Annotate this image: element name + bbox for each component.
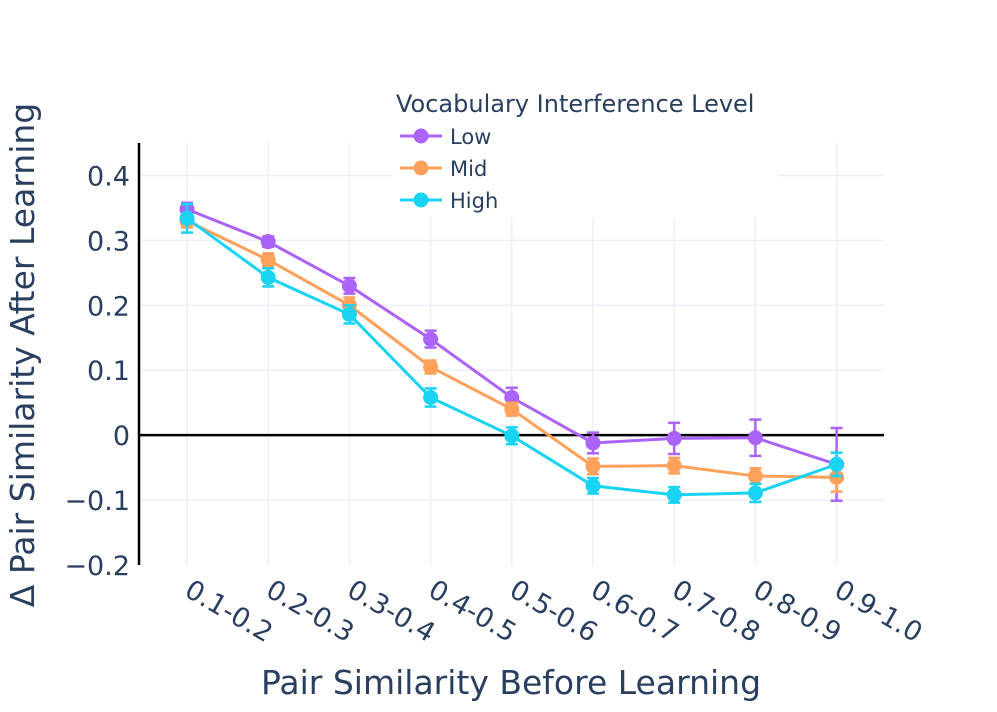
legend: Vocabulary Interference Level Low Mid High	[393, 90, 778, 218]
legend-swatch-marker	[413, 128, 429, 144]
y-tick-label: −0.2	[64, 551, 130, 582]
legend-title: Vocabulary Interference Level	[396, 90, 754, 118]
data-point	[260, 269, 276, 285]
data-point	[585, 435, 601, 451]
data-point	[504, 401, 520, 417]
data-point	[585, 478, 601, 494]
y-tick-label: 0.4	[87, 161, 130, 192]
data-point	[504, 389, 520, 405]
data-point	[423, 331, 439, 347]
data-point	[747, 468, 763, 484]
legend-background	[393, 120, 778, 218]
y-axis-title: Δ Pair Similarity After Learning	[3, 103, 42, 607]
legend-swatch-marker	[413, 192, 429, 208]
x-tick-label: 0.7-0.8	[667, 574, 765, 649]
y-tick-label: 0	[113, 421, 130, 452]
x-tick-label: 0.3-0.4	[342, 574, 440, 649]
data-point	[747, 485, 763, 501]
data-point	[423, 359, 439, 375]
data-point	[666, 430, 682, 446]
y-tick-label: 0.1	[87, 356, 130, 387]
y-axis: −0.2 −0.1 0 0.1 0.2 0.3 0.4	[64, 143, 141, 582]
data-point	[829, 469, 845, 485]
data-point	[260, 234, 276, 250]
legend-item-mid: Mid	[400, 157, 487, 181]
x-axis: 0.1-0.20.2-0.30.3-0.40.4-0.50.5-0.60.6-0…	[180, 574, 928, 649]
series-high	[179, 202, 845, 504]
data-point	[341, 306, 357, 322]
data-point	[504, 428, 520, 444]
data-point	[260, 252, 276, 268]
data-point	[829, 456, 845, 472]
legend-label: Low	[450, 125, 491, 149]
data-point	[747, 430, 763, 446]
series-layer	[179, 201, 845, 504]
legend-label: Mid	[450, 157, 487, 181]
x-tick-label: 0.4-0.5	[423, 574, 521, 649]
data-point	[423, 389, 439, 405]
x-tick-label: 0.9-1.0	[829, 574, 927, 649]
data-point	[585, 458, 601, 474]
x-tick-label: 0.2-0.3	[261, 574, 359, 649]
data-point	[341, 278, 357, 294]
legend-item-low: Low	[400, 125, 491, 149]
legend-swatch-marker	[413, 160, 429, 176]
y-tick-label: 0.2	[87, 291, 130, 322]
legend-label: High	[450, 189, 498, 213]
legend-item-high: High	[400, 189, 498, 213]
x-tick-label: 0.8-0.9	[748, 574, 846, 649]
y-tick-label: 0.3	[87, 226, 130, 257]
data-point	[179, 210, 195, 226]
x-tick-label: 0.1-0.2	[180, 574, 278, 649]
data-point	[666, 458, 682, 474]
data-point	[666, 487, 682, 503]
x-axis-title: Pair Similarity Before Learning	[261, 663, 761, 702]
x-tick-label: 0.6-0.7	[586, 574, 684, 649]
y-tick-label: −0.1	[64, 486, 130, 517]
x-tick-label: 0.5-0.6	[504, 574, 602, 649]
